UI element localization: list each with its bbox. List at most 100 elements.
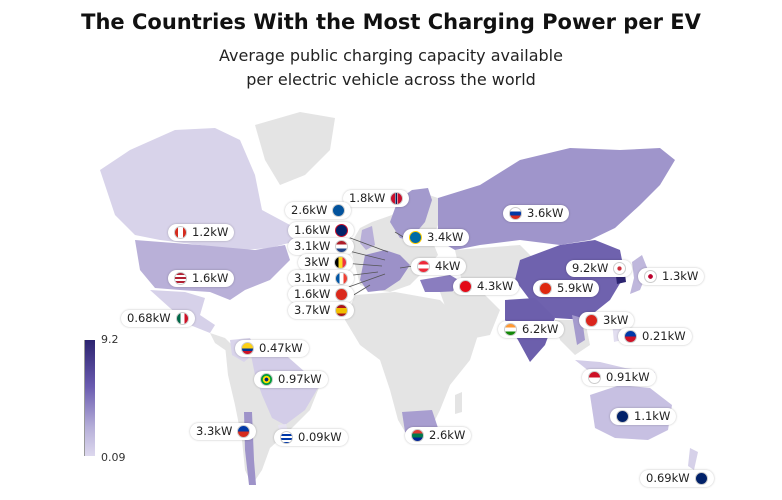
label-text: 0.69kW: [646, 471, 690, 485]
label-philippines: 0.21kW: [618, 328, 692, 345]
label-text: 2.6kW: [429, 428, 466, 442]
label-uruguay: 0.09kW: [274, 429, 348, 446]
label-brazil: 0.97kW: [254, 371, 328, 388]
label-text: 1.1kW: [634, 409, 671, 423]
label-china: 5.9kW: [533, 280, 600, 297]
label-indonesia: 0.91kW: [582, 369, 656, 386]
label-text: 3kW: [304, 255, 330, 269]
label-netherlands: 3.1kW: [288, 238, 355, 255]
label-australia: 1.1kW: [610, 408, 677, 425]
label-india: 6.2kW: [498, 321, 565, 338]
flag-canada-icon: [174, 226, 187, 239]
label-russia: 3.6kW: [503, 205, 570, 222]
label-text: 9.2kW: [572, 261, 609, 275]
leader-austria: [399, 265, 414, 269]
label-iceland: 2.6kW: [285, 202, 352, 219]
madagascar-region: [455, 392, 462, 414]
legend-gradient: [85, 340, 95, 456]
western-europe-region: [360, 250, 410, 292]
label-text: 2.6kW: [291, 203, 328, 217]
canada-region: [100, 128, 300, 250]
label-text: 1.6kW: [294, 287, 331, 301]
label-text: 3.4kW: [427, 230, 464, 244]
greenland-region: [255, 112, 335, 185]
subtitle-line-1: Average public charging capacity availab…: [219, 46, 563, 65]
flag-uruguay-icon: [280, 431, 293, 444]
flag-china-icon: [539, 282, 552, 295]
label-text: 0.09kW: [298, 430, 342, 444]
label-text: 6.2kW: [522, 322, 559, 336]
flag-mexico-icon: [175, 312, 189, 325]
label-text: 1.2kW: [192, 225, 229, 239]
turkey-region: [420, 275, 462, 292]
label-text: 0.97kW: [278, 372, 322, 386]
flag-vietnam-icon: [585, 314, 598, 327]
new-zealand-region: [688, 448, 698, 470]
label-text: 4.3kW: [477, 279, 514, 293]
flag-japan-icon: [644, 270, 657, 283]
russia-region: [438, 148, 675, 250]
flag-iceland-icon: [332, 204, 346, 217]
label-southafrica: 2.6kW: [405, 427, 472, 444]
flag-colombia-icon: [241, 342, 254, 355]
label-text: 1.3kW: [662, 269, 699, 283]
label-text: 0.91kW: [606, 370, 650, 384]
label-text: 0.68kW: [127, 311, 171, 325]
flag-netherlands-icon: [335, 240, 349, 253]
label-text: 3.3kW: [196, 424, 233, 438]
label-text: 4kW: [435, 259, 461, 273]
label-text: 3.6kW: [527, 206, 564, 220]
label-switzerland: 1.6kW: [288, 286, 355, 303]
flag-india-icon: [504, 323, 517, 336]
subtitle-line-2: per electric vehicle across the world: [246, 70, 536, 89]
label-text: 0.47kW: [259, 341, 303, 355]
label-mexico: 0.68kW: [121, 310, 195, 327]
flag-france-icon: [335, 272, 349, 285]
label-text: 1.6kW: [192, 271, 229, 285]
legend-max: 9.2: [101, 333, 119, 346]
label-vietnam: 3kW: [579, 312, 635, 329]
flag-newzealand-icon: [694, 472, 708, 485]
flag-russia-icon: [509, 207, 522, 220]
legend-axis: [84, 340, 85, 456]
flag-indonesia-icon: [588, 371, 601, 384]
flag-belgium-icon: [334, 256, 348, 269]
label-canada: 1.2kW: [168, 224, 235, 241]
label-usa: 1.6kW: [168, 270, 235, 287]
label-chile: 3.3kW: [190, 423, 257, 440]
map-title: The Countries With the Most Charging Pow…: [81, 10, 701, 34]
uk-region: [360, 226, 375, 250]
flag-chile-icon: [237, 425, 251, 438]
label-text: 1.8kW: [349, 191, 386, 205]
label-text: 1.6kW: [294, 223, 331, 237]
africa-region: [345, 292, 478, 440]
flag-southafrica-icon: [411, 429, 424, 442]
map-subtitle: Average public charging capacity availab…: [0, 44, 782, 92]
flag-australia-icon: [616, 410, 629, 423]
flag-uk-icon: [335, 224, 349, 237]
label-uk: 1.6kW: [288, 222, 355, 239]
label-text: 3kW: [603, 313, 629, 327]
label-austria: 4kW: [411, 258, 467, 275]
flag-turkey-icon: [459, 280, 472, 293]
flag-philippines-icon: [624, 330, 637, 343]
flag-brazil-icon: [260, 373, 273, 386]
label-text: 3.7kW: [294, 303, 331, 317]
label-spain: 3.7kW: [288, 302, 355, 319]
flag-austria-icon: [417, 260, 430, 273]
flag-usa-icon: [174, 272, 187, 285]
label-turkey: 4.3kW: [453, 278, 520, 295]
label-norway: 1.8kW: [343, 190, 410, 207]
label-text: 3.1kW: [294, 239, 331, 253]
label-text: 5.9kW: [557, 281, 594, 295]
middle-east-region: [440, 290, 500, 340]
flag-norway-icon: [390, 192, 404, 205]
label-japan: 1.3kW: [638, 268, 705, 285]
legend-min: 0.09: [101, 451, 126, 464]
label-france: 3.1kW: [288, 270, 355, 287]
label-text: 0.21kW: [642, 329, 686, 343]
label-newzealand: 0.69kW: [640, 470, 714, 487]
label-colombia: 0.47kW: [235, 340, 309, 357]
label-korea: 9.2kW: [566, 260, 633, 277]
